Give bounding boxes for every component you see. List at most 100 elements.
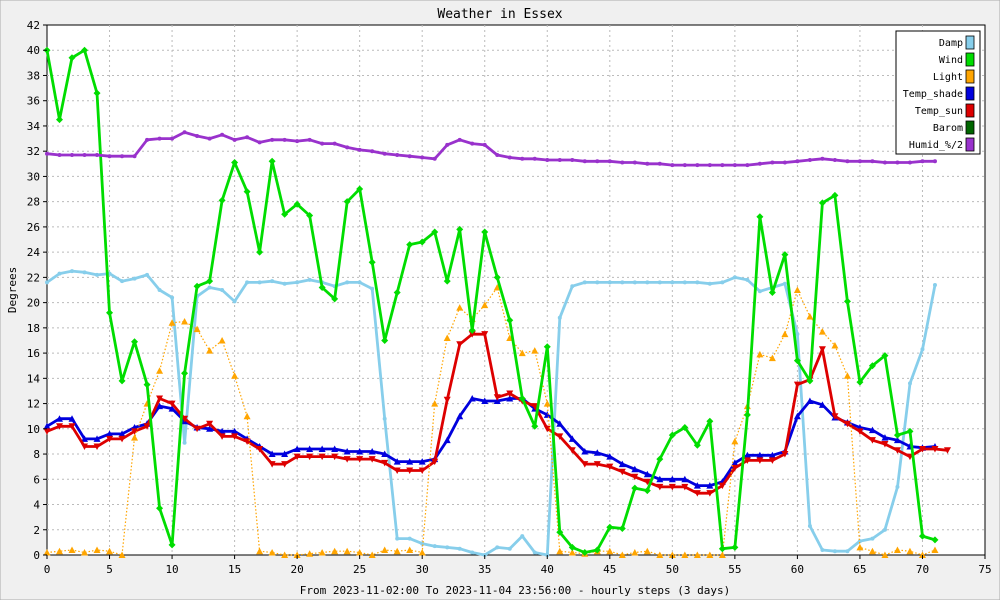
data-point-damp [907, 381, 912, 386]
data-point-light [131, 434, 139, 441]
data-point-damp [582, 280, 587, 285]
data-point-temp-sun [343, 456, 351, 463]
data-point-humid-2 [120, 154, 125, 159]
data-point-temp-shade [231, 427, 239, 435]
data-point-light [931, 546, 939, 553]
data-point-damp [882, 527, 887, 532]
data-point-light [768, 354, 776, 362]
data-point-wind [131, 338, 139, 346]
data-point-wind [56, 116, 64, 124]
data-point-damp [445, 545, 450, 550]
data-point-temp-shade [481, 397, 489, 405]
data-point-humid-2 [170, 136, 175, 141]
data-point-temp-sun [856, 428, 864, 435]
x-tick-label: 0 [44, 563, 51, 576]
data-point-temp-shade [593, 449, 601, 456]
data-point-temp-shade [293, 445, 301, 452]
data-point-light [418, 548, 426, 556]
y-tick-label: 30 [27, 170, 40, 183]
legend-swatch [965, 52, 975, 67]
x-tick-label: 55 [728, 563, 741, 576]
data-point-humid-2 [257, 140, 262, 145]
data-point-light [606, 547, 614, 555]
y-tick-label: 40 [27, 44, 40, 57]
data-point-light [481, 301, 489, 309]
data-point-temp-sun [768, 457, 776, 464]
data-point-wind [118, 377, 126, 385]
data-point-light [181, 318, 189, 325]
data-point-damp [295, 280, 300, 285]
data-point-wind [256, 248, 264, 256]
data-point-damp [120, 279, 125, 284]
data-point-temp-shade [306, 445, 314, 452]
data-point-wind [868, 362, 876, 370]
data-point-humid-2 [845, 159, 850, 164]
legend: Damp Wind Light Temp_shade Temp_sun Barom Humi… [895, 30, 981, 155]
data-point-light [693, 551, 701, 558]
data-point-humid-2 [420, 155, 425, 160]
x-tick-label: 35 [478, 563, 491, 576]
data-point-humid-2 [332, 141, 337, 146]
y-tick-label: 0 [33, 549, 40, 562]
data-point-humid-2 [145, 137, 150, 142]
data-point-humid-2 [220, 132, 225, 137]
data-point-temp-shade [93, 435, 101, 442]
data-point-temp-sun [706, 490, 714, 497]
data-point-wind [768, 289, 776, 297]
data-point-temp-sun [256, 446, 264, 453]
data-point-damp [257, 280, 262, 285]
data-point-damp [607, 280, 612, 285]
data-point-temp-sun [143, 423, 151, 430]
data-point-temp-shade [268, 450, 276, 458]
data-point-wind [531, 422, 539, 430]
data-point-light [806, 313, 814, 320]
data-point-temp-shade [868, 426, 876, 434]
data-point-damp [620, 280, 625, 285]
data-point-damp [920, 347, 925, 352]
data-point-damp [570, 284, 575, 289]
data-point-wind [881, 352, 889, 360]
data-point-light [393, 547, 401, 555]
data-point-temp-sun [131, 428, 139, 435]
data-point-humid-2 [832, 158, 837, 163]
y-tick-label: 24 [27, 246, 41, 259]
data-point-damp [532, 550, 537, 555]
data-point-light [68, 546, 76, 553]
data-point-humid-2 [432, 156, 437, 161]
data-point-damp [845, 549, 850, 554]
data-point-damp [470, 550, 475, 555]
data-point-temp-shade [393, 458, 401, 465]
data-point-temp-shade [731, 459, 739, 466]
data-point-wind [331, 295, 339, 303]
y-tick-label: 18 [27, 322, 40, 335]
data-point-wind [406, 241, 414, 249]
data-point-humid-2 [295, 139, 300, 144]
data-point-temp-shade [643, 470, 651, 478]
data-point-damp [632, 280, 637, 285]
data-point-temp-sun [406, 467, 414, 474]
data-point-wind [281, 210, 289, 218]
data-point-humid-2 [495, 152, 500, 157]
data-point-humid-2 [920, 159, 925, 164]
data-point-light [718, 551, 726, 558]
y-tick-label: 20 [27, 297, 40, 310]
data-point-humid-2 [632, 160, 637, 165]
data-point-light [43, 548, 51, 556]
data-point-temp-shade [581, 448, 589, 455]
data-point-wind [443, 277, 451, 285]
data-point-temp-sun [193, 425, 201, 433]
data-point-humid-2 [532, 156, 537, 161]
data-point-light [56, 547, 64, 555]
data-point-damp [682, 280, 687, 285]
x-tick-label: 60 [791, 563, 804, 576]
data-point-temp-shade [56, 415, 64, 422]
series-temp-sun [43, 331, 951, 497]
data-point-damp [707, 281, 712, 286]
data-point-light [518, 349, 526, 357]
data-point-light [556, 547, 564, 555]
data-point-temp-sun [393, 467, 401, 474]
data-point-temp-sun [731, 464, 739, 472]
data-point-temp-sun [93, 443, 101, 450]
data-point-damp [220, 288, 225, 292]
grid-lines [47, 25, 985, 555]
